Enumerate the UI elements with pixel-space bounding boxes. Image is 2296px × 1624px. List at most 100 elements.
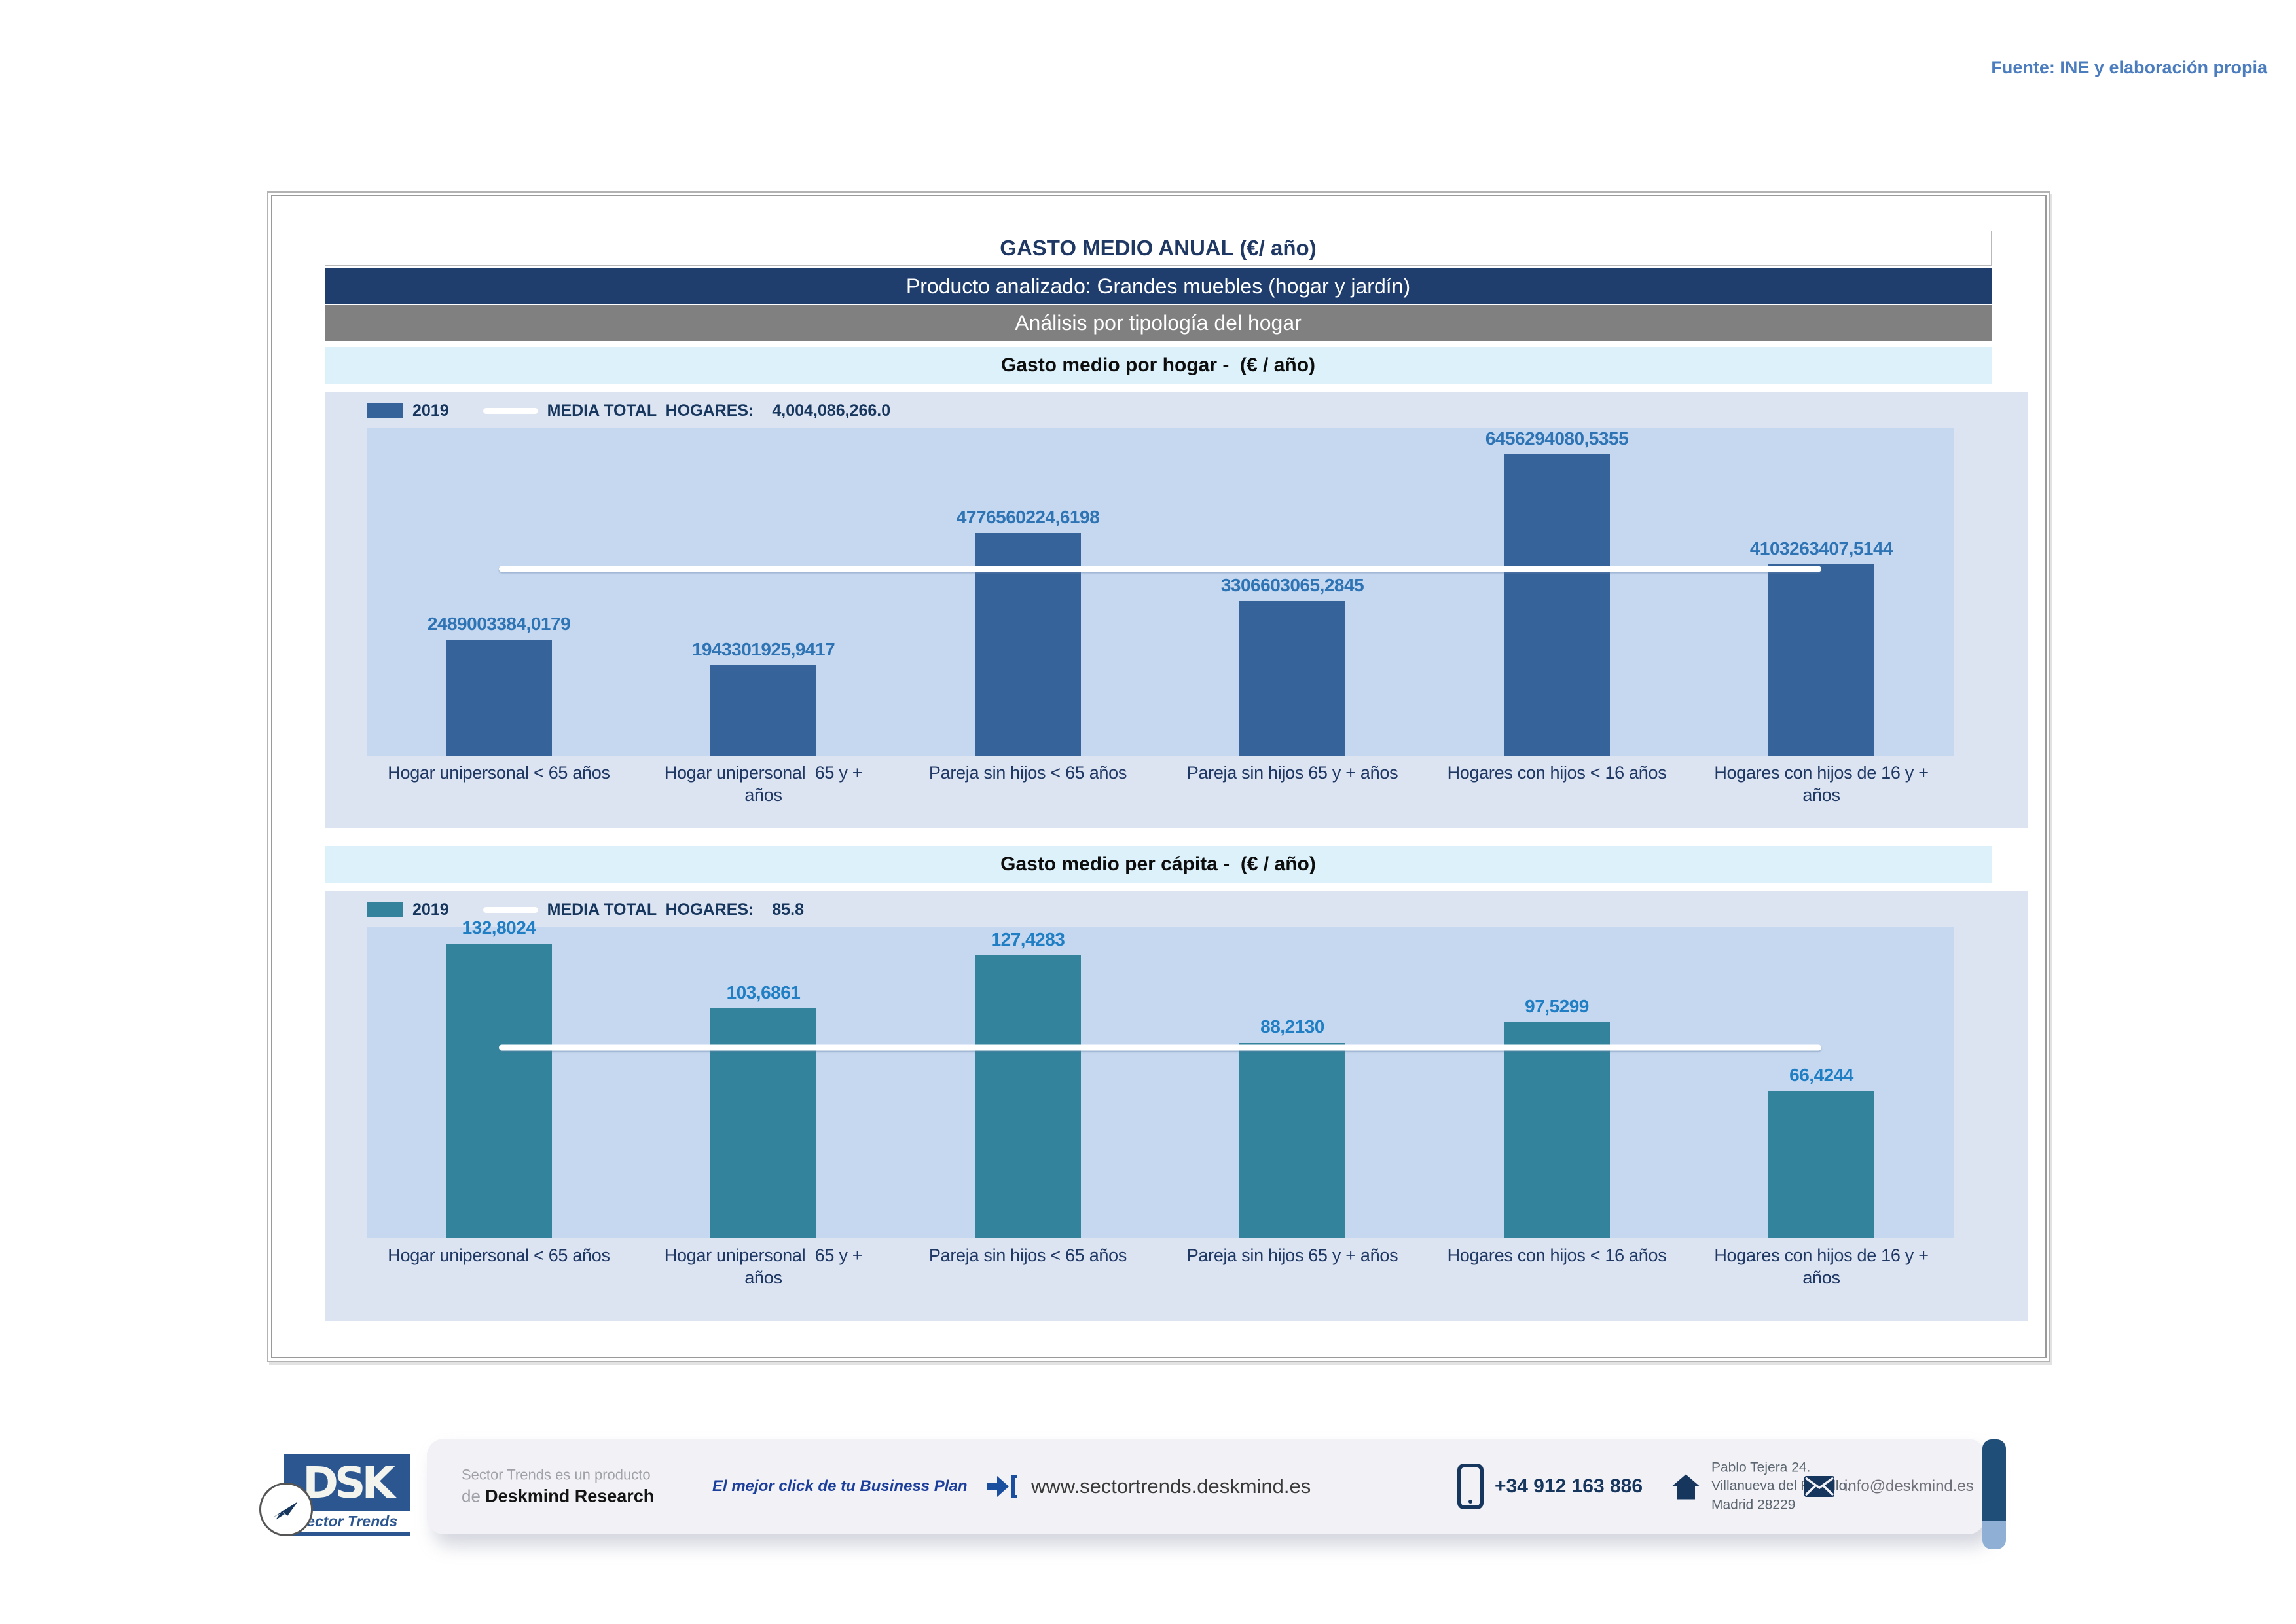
envelope-icon	[1804, 1475, 1835, 1498]
value-label: 3306603065,2845	[1220, 575, 1364, 596]
value-label: 97,5299	[1525, 995, 1589, 1016]
footer-email[interactable]: info@deskmind.es	[1844, 1477, 1974, 1495]
footer-website-block: www.sectortrends.deskmind.es	[985, 1472, 1311, 1501]
value-label: 103,6861	[726, 982, 801, 1003]
media-total-line	[499, 566, 1821, 572]
bar-column: 127,4283	[896, 927, 1160, 1238]
series-swatch	[367, 902, 403, 917]
value-label: 88,2130	[1260, 1016, 1324, 1037]
media-label: MEDIA TOTAL HOGARES:	[547, 401, 754, 420]
footer-product-note: Sector Trends es un producto de Deskmind…	[462, 1467, 654, 1507]
bar-column: 6456294080,5355	[1425, 428, 1689, 756]
category-label: Hogares con hijos de 16 y + años	[1714, 1246, 1933, 1287]
bar-column: 1943301925,9417	[631, 428, 896, 756]
bar	[1768, 564, 1874, 756]
category-label: Hogares con hijos < 16 años	[1447, 763, 1667, 783]
series-swatch	[367, 403, 403, 418]
bar-column: 103,6861	[631, 927, 896, 1238]
footer-product-line2: de Deskmind Research	[462, 1486, 654, 1507]
series-label: 2019	[412, 900, 449, 919]
category-label: Pareja sin hijos 65 y + años	[1186, 1246, 1398, 1265]
source-note: Fuente: INE y elaboración propia	[1991, 58, 2267, 77]
chart-legend: 2019 MEDIA TOTAL HOGARES: 4,004,086,266.…	[367, 396, 2028, 426]
footer-phone-block: +34 912 163 886	[1457, 1463, 1643, 1510]
footer-tagline: El mejor click de tu Business Plan	[712, 1477, 968, 1495]
footer-product-brand: Deskmind Research	[485, 1486, 655, 1506]
value-label: 1943301925,9417	[691, 638, 835, 659]
section-title-per-household: Gasto medio por hogar - (€ / año)	[325, 347, 1992, 384]
value-label: 66,4244	[1789, 1065, 1853, 1086]
footer-product-prefix: de	[462, 1486, 486, 1506]
series-label: 2019	[412, 401, 449, 420]
media-value: 4,004,086,266.0	[772, 401, 891, 420]
bar-column: 66,4244	[1689, 927, 1954, 1238]
category-label: Pareja sin hijos < 65 años	[928, 1246, 1127, 1265]
category-label: Hogares con hijos < 16 años	[1447, 1246, 1667, 1265]
category-label: Hogar unipersonal 65 y + años	[664, 1246, 867, 1287]
category-label: Pareja sin hijos 65 y + años	[1186, 763, 1398, 783]
media-value: 85.8	[772, 900, 805, 919]
chart-per-capita: 2019 MEDIA TOTAL HOGARES: 85.8 132,8024 1…	[325, 891, 2028, 1321]
home-icon	[1671, 1473, 1701, 1500]
category-label: Hogar unipersonal < 65 años	[388, 1246, 610, 1265]
paper-plane-icon	[259, 1483, 313, 1536]
category-label: Hogar unipersonal 65 y + años	[664, 763, 867, 805]
bar-column: 4776560224,6198	[896, 428, 1160, 756]
value-label: 4103263407,5144	[1749, 538, 1893, 559]
value-label: 132,8024	[462, 917, 536, 938]
value-label: 4776560224,6198	[956, 506, 1100, 527]
media-label: MEDIA TOTAL HOGARES:	[547, 900, 754, 919]
plot-area: 2489003384,0179 1943301925,9417 4776560224…	[367, 428, 1954, 756]
value-label: 6456294080,5355	[1485, 428, 1629, 449]
analysis-banner: Análisis por tipología del hogar	[325, 305, 1992, 341]
bar	[446, 639, 552, 756]
bar	[446, 944, 552, 1238]
arrow-link-icon	[985, 1472, 1019, 1501]
footer-email-block: info@deskmind.es	[1804, 1475, 1974, 1498]
dsk-acronym: DSK	[302, 1457, 395, 1508]
phone-icon	[1457, 1463, 1484, 1510]
chart-legend: 2019 MEDIA TOTAL HOGARES: 85.8	[367, 895, 2028, 925]
media-line-swatch	[483, 906, 538, 913]
report-frame: GASTO MEDIO ANUAL (€/ año) Producto anal…	[267, 191, 2050, 1362]
footer-accent-pill	[1982, 1439, 2006, 1549]
plot-area: 132,8024 103,6861 127,4283 88,2130 97,5299 66…	[367, 917, 1954, 1238]
report-frame-inner: GASTO MEDIO ANUAL (€/ año) Producto anal…	[271, 195, 2047, 1358]
bar	[1504, 454, 1610, 756]
value-label: 2489003384,0179	[427, 613, 571, 634]
bar	[1239, 601, 1345, 756]
report-title: GASTO MEDIO ANUAL (€/ año)	[325, 231, 1992, 266]
bar	[975, 955, 1081, 1238]
dsk-logo: DSK Sector Trends	[259, 1454, 410, 1536]
category-label: Hogar unipersonal < 65 años	[388, 763, 610, 783]
chart-per-household: 2019 MEDIA TOTAL HOGARES: 4,004,086,266.…	[325, 392, 2028, 828]
bar-column: 2489003384,0179	[367, 428, 631, 756]
bar-column: 97,5299	[1425, 927, 1689, 1238]
bar-column: 3306603065,2845	[1160, 428, 1425, 756]
bar-column: 4103263407,5144	[1689, 428, 1954, 756]
bar	[710, 1008, 816, 1238]
section-title-per-capita: Gasto medio per cápita - (€ / año)	[325, 846, 1992, 883]
dsk-logo-strip	[288, 1532, 410, 1536]
value-label: 127,4283	[991, 929, 1065, 950]
footer-product-line1: Sector Trends es un producto	[462, 1466, 651, 1483]
category-axis: Hogar unipersonal < 65 años Hogar unipers…	[367, 762, 1954, 807]
category-label: Pareja sin hijos < 65 años	[928, 763, 1127, 783]
media-total-line	[499, 1044, 1821, 1051]
bar	[1504, 1022, 1610, 1238]
bar	[710, 665, 816, 756]
dsk-brand: Sector Trends	[296, 1513, 398, 1530]
product-banner: Producto analizado: Grandes muebles (hog…	[325, 268, 1992, 304]
footer-bar: Sector Trends es un producto de Deskmind…	[427, 1439, 1985, 1534]
bar-column: 132,8024	[367, 917, 631, 1238]
bar	[1239, 1043, 1345, 1238]
bar	[1768, 1091, 1874, 1238]
media-line-swatch	[483, 407, 538, 414]
footer: DSK Sector Trends Sector Trends es un pr…	[0, 1434, 2296, 1585]
category-axis: Hogar unipersonal < 65 años Hogar unipers…	[367, 1245, 1954, 1289]
bar-column: 88,2130	[1160, 927, 1425, 1238]
category-label: Hogares con hijos de 16 y + años	[1714, 763, 1933, 805]
footer-phone[interactable]: +34 912 163 886	[1495, 1475, 1643, 1497]
footer-website[interactable]: www.sectortrends.deskmind.es	[1031, 1475, 1311, 1498]
